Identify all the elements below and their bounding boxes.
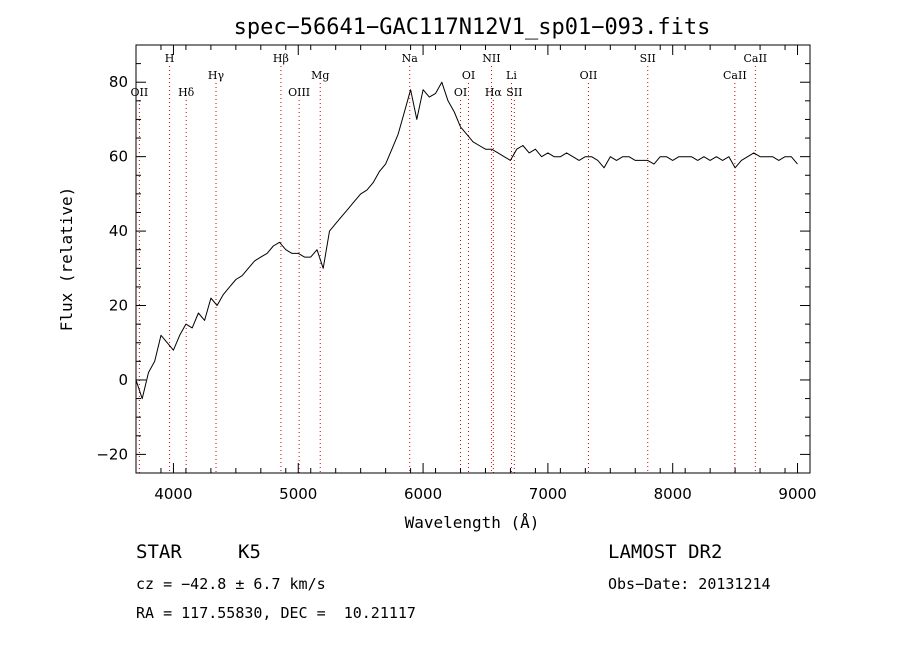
spectrum-line <box>135 81 798 400</box>
object-class: STAR <box>136 541 182 563</box>
radec-text: RA = 117.55830, DEC = 10.21117 <box>136 604 416 622</box>
line-label: CaII <box>743 52 767 65</box>
spectrum-series <box>135 81 798 400</box>
y-tick-label: 60 <box>109 148 128 166</box>
line-label: OII <box>131 86 149 99</box>
line-label: Hβ <box>273 52 289 65</box>
line-label: OII <box>580 69 598 82</box>
line-label: OI <box>454 86 467 99</box>
x-tick-label: 7000 <box>529 485 567 503</box>
line-label: Hδ <box>178 86 195 99</box>
line-label: CaII <box>723 69 747 82</box>
line-label: Hγ <box>208 69 225 82</box>
x-tick-label: 5000 <box>279 485 317 503</box>
chart-title: spec−56641−GAC117N12V1_sp01−093.fits <box>234 15 711 40</box>
line-label: H <box>165 52 175 65</box>
y-tick-label: −20 <box>96 445 128 463</box>
line-label: Hα <box>485 86 503 99</box>
y-tick-label: 0 <box>118 371 128 389</box>
y-tick-label: 20 <box>109 297 128 315</box>
x-tick-label: 8000 <box>654 485 692 503</box>
line-label: NII <box>482 52 500 65</box>
survey-name: LAMOST DR2 <box>608 541 723 563</box>
line-label: SII <box>506 86 522 99</box>
plot-axes: 4000 5000 6000 7000 8000 9000 −20 0 20 40 60 80 <box>96 44 817 503</box>
line-label: OI <box>462 69 475 82</box>
plot-frame <box>135 44 811 474</box>
obs-date-text: Obs−Date: 20131214 <box>608 575 771 593</box>
redshift-text: cz = −42.8 ± 6.7 km/s <box>136 575 326 593</box>
x-tick-label: 4000 <box>154 485 192 503</box>
x-axis-label: Wavelength (Å) <box>405 513 540 532</box>
line-label: Mg <box>311 69 329 82</box>
line-label: Na <box>402 52 419 65</box>
object-subclass: K5 <box>238 541 261 563</box>
line-label: OIII <box>288 86 310 99</box>
y-tick-label: 80 <box>109 73 128 91</box>
line-label: Li <box>506 69 517 82</box>
x-tick-label: 6000 <box>404 485 442 503</box>
y-tick-label: 40 <box>109 222 128 240</box>
x-tick-label: 9000 <box>778 485 816 503</box>
line-label: SII <box>640 52 656 65</box>
y-axis-label: Flux (relative) <box>57 187 76 332</box>
